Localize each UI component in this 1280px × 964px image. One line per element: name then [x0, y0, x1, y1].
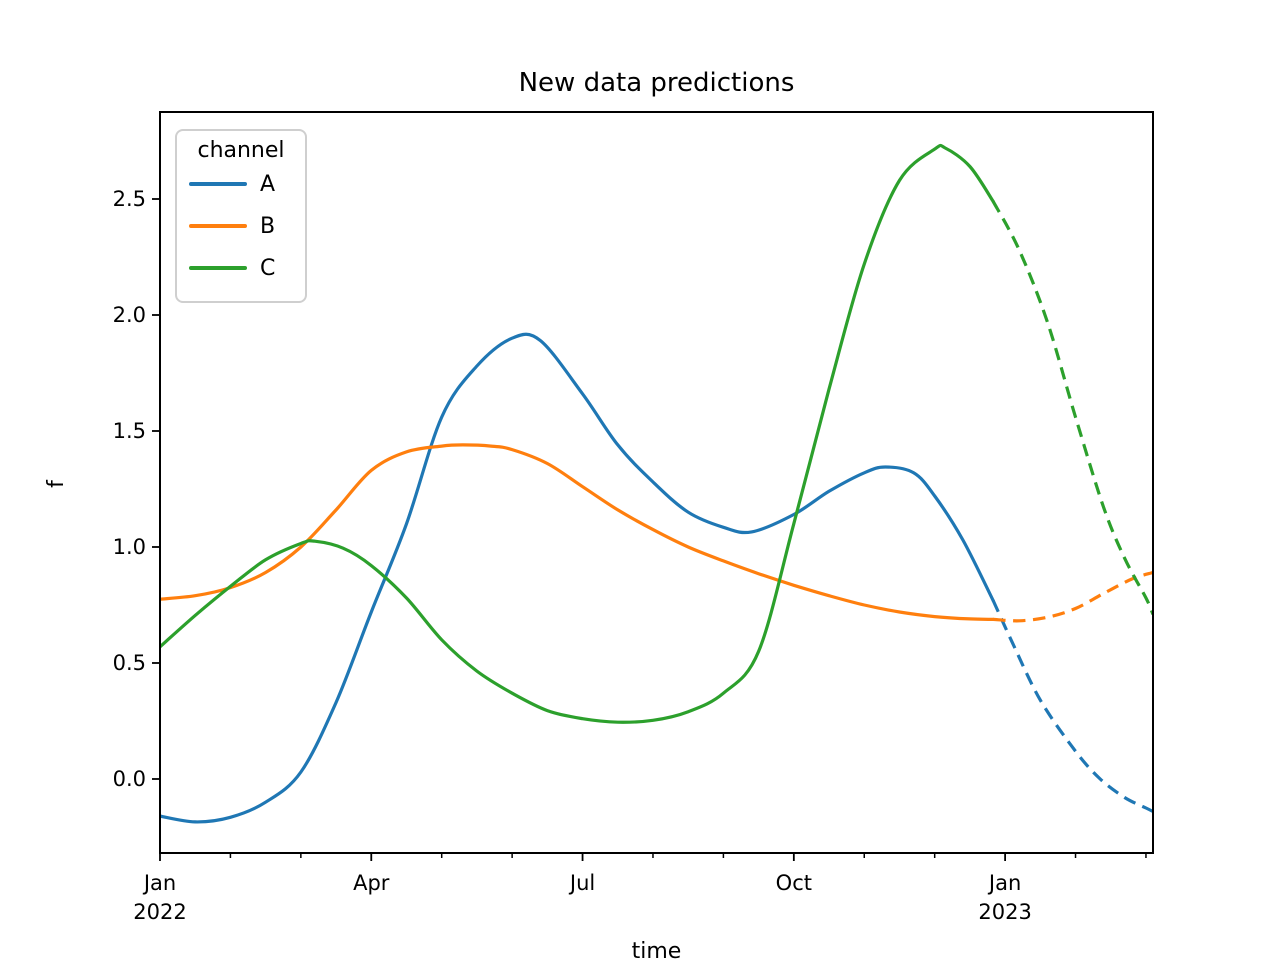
legend-title: channel: [197, 138, 285, 163]
chart-title: New data predictions: [518, 68, 795, 98]
x-tick-label: Jan 2023: [978, 871, 1032, 924]
y-axis-label: f: [44, 480, 69, 488]
y-tick-label: 0.0: [112, 766, 146, 791]
legend: channel A B C: [175, 129, 307, 303]
series-a-predicted-line: [991, 599, 1153, 813]
legend-item-b: B: [177, 205, 305, 247]
x-tick-label: Jul: [569, 871, 596, 895]
y-tick-label: 2.5: [112, 186, 146, 211]
plot-area-border: [159, 111, 1154, 854]
y-tick-label: 1.0: [112, 534, 146, 559]
y-tick-label: 1.5: [112, 418, 146, 443]
x-tick-label: Oct: [775, 871, 812, 895]
series-b-observed-line: [160, 443, 995, 621]
series-c-observed-line: [160, 143, 995, 724]
legend-item-a: A: [177, 163, 305, 205]
series-b-line-swatch: [189, 224, 247, 228]
x-tick-label: Apr: [353, 871, 390, 895]
series-c-predicted-line: [991, 200, 1153, 615]
series-a-observed-line: [160, 332, 995, 824]
x-axis-label: time: [631, 939, 682, 964]
series-c-line-swatch: [189, 266, 247, 270]
x-tick-label: Jan 2022: [133, 871, 187, 924]
y-tick-label: 2.0: [112, 302, 146, 327]
legend-item-label: B: [260, 213, 276, 239]
legend-item-label: A: [260, 171, 276, 197]
y-tick-label: 0.5: [112, 650, 146, 675]
series-a-line-swatch: [189, 182, 247, 186]
series-b-predicted-line: [993, 570, 1153, 623]
legend-item-c: C: [177, 247, 305, 289]
legend-item-label: C: [260, 255, 276, 281]
